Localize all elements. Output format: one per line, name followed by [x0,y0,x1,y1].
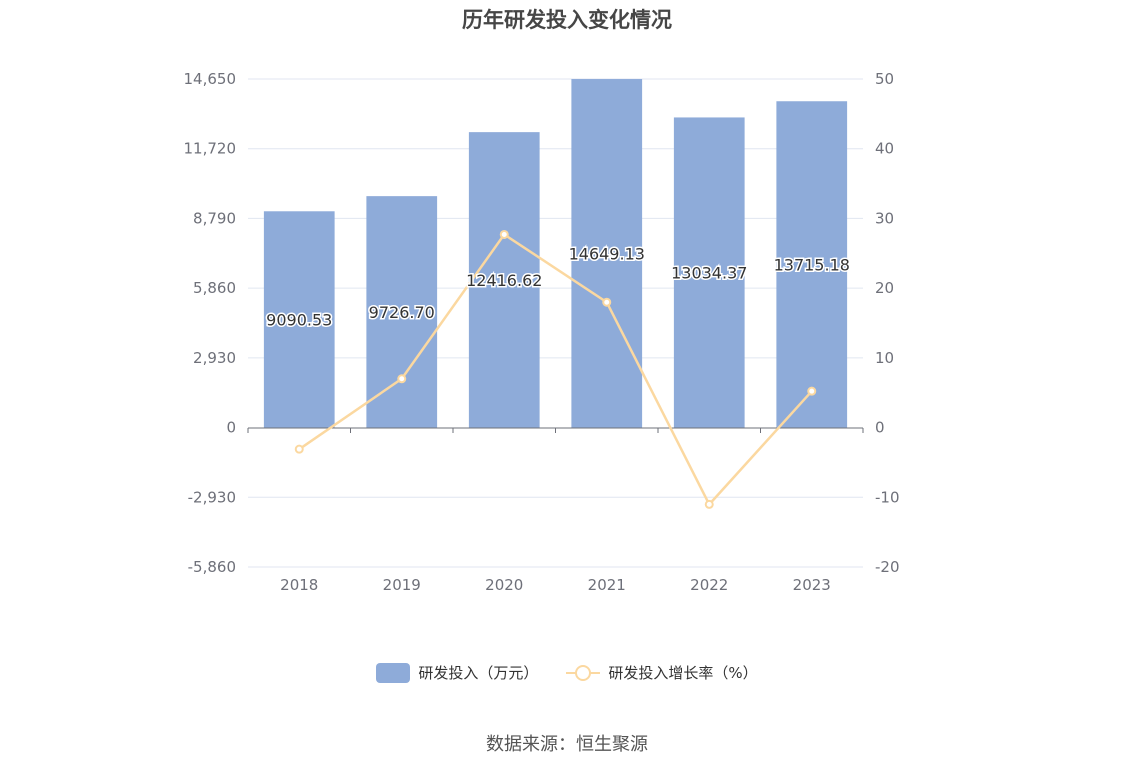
legend-line-swatch [566,664,601,681]
bar-series [263,79,848,429]
y-right-tick-label: -20 [875,558,900,576]
growth-rate-point[interactable] [704,499,714,509]
bar-value-label: 9090.53 [266,311,332,330]
bar[interactable] [468,132,540,429]
x-tick-label: 2022 [690,576,728,594]
growth-rate-point[interactable] [807,386,817,396]
y-left-tick-label: -5,860 [188,558,236,576]
x-tick-label: 2018 [280,576,318,594]
bar-value-label: 9726.70 [369,303,435,322]
bar[interactable] [673,117,745,428]
y-right-tick-label: 20 [875,279,894,297]
y-left-tick-label: 2,930 [193,349,236,367]
legend-bar-swatch [376,662,411,683]
bar-value-label: 13034.37 [671,264,747,283]
legend: 研发投入（万元） 研发投入增长率（%） [0,662,1134,683]
growth-rate-point[interactable] [499,229,509,239]
y-right-tick-label: 10 [875,349,894,367]
growth-rate-point[interactable] [602,297,612,307]
x-tick-label: 2019 [383,576,421,594]
y-right-tick-label: 40 [875,140,894,158]
tick-labels: 14,650 11,720 8,790 5,860 2,930 0 -2,930 -5,860… [184,70,900,594]
legend-label-rd-investment: 研发投入（万元） [418,664,539,682]
legend-item-rd-investment[interactable]: 研发投入（万元） [376,662,538,683]
legend-label-growth-rate: 研发投入增长率（%） [608,664,758,682]
data-source: 数据来源：恒生聚源 [486,734,648,755]
bar-value-label: 14649.13 [569,245,645,264]
x-tick-label: 2021 [588,576,626,594]
y-right-tick-label: 0 [875,419,885,437]
y-right-tick-label: 30 [875,209,894,227]
legend-item-growth-rate[interactable]: 研发投入增长率（%） [566,662,758,683]
bar[interactable] [366,196,438,428]
y-right-tick-label: -10 [875,488,900,506]
growth-rate-point[interactable] [397,374,407,384]
y-left-tick-label: 14,650 [184,70,237,88]
y-left-tick-label: 8,790 [193,209,236,227]
y-left-tick-label: 5,860 [193,279,236,297]
bar[interactable] [776,101,848,428]
growth-rate-point[interactable] [294,444,304,454]
bar-value-label: 13715.18 [774,256,850,275]
growth-rate-line [298,232,813,507]
x-tick-label: 2023 [793,576,831,594]
x-axis [247,427,864,433]
bar[interactable] [571,79,643,429]
bar[interactable] [263,211,335,428]
bar-value-label: 12416.62 [466,271,542,290]
y-left-tick-label: 11,720 [184,140,237,158]
chart-title: 历年研发投入变化情况 [462,8,672,32]
y-right-tick-label: 50 [875,70,894,88]
line-series [294,229,817,509]
y-left-tick-label: -2,930 [188,488,236,506]
x-tick-label: 2020 [485,576,523,594]
data-labels: 9090.53 9726.70 12416.62 14649.13 13034.37 13… [265,243,852,331]
grid-lines [248,78,863,568]
y-left-tick-label: 0 [226,419,236,437]
